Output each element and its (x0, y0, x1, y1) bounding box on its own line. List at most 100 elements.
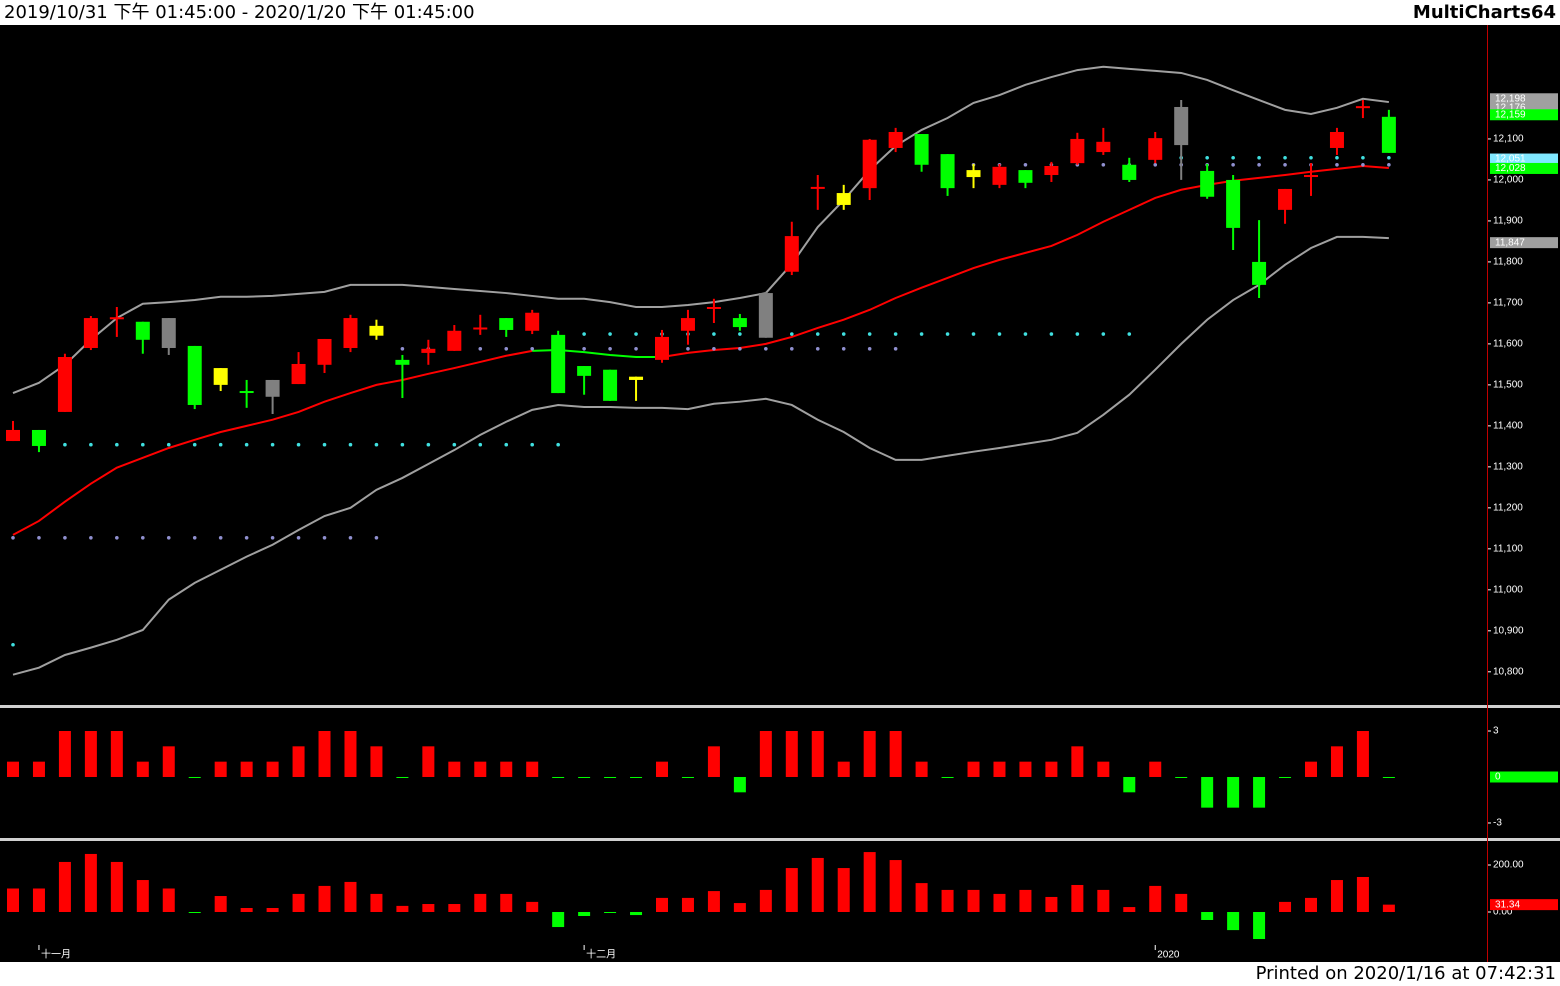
bar (1330, 746, 1343, 777)
level-dot (1309, 156, 1313, 160)
bar (422, 746, 435, 777)
price-marker-label: 12,198 (1495, 93, 1526, 104)
price-marker (1490, 771, 1558, 783)
candle-body (265, 379, 280, 397)
bar (58, 861, 71, 913)
candle-body (161, 318, 176, 348)
level-dot (374, 535, 379, 540)
bar (422, 904, 435, 913)
level-dot (348, 442, 353, 447)
bar (578, 912, 591, 916)
bar (759, 889, 772, 913)
level-dot (712, 332, 716, 336)
bar (1045, 896, 1058, 913)
level-dot (89, 442, 93, 447)
brand: MultiCharts64 (1413, 2, 1556, 23)
bar (1149, 761, 1162, 777)
candle-body (109, 317, 124, 320)
level-dot (530, 442, 534, 447)
level-dot (530, 347, 534, 351)
date-range: 2019/10/31 下午 01:45:00 - 2020/1/20 下午 01… (4, 2, 475, 23)
bar (681, 897, 694, 913)
candle-body (291, 363, 306, 385)
bar (292, 746, 305, 777)
level-dot (400, 347, 405, 351)
bar (630, 776, 643, 778)
bar (837, 868, 850, 913)
level-dot (218, 535, 223, 540)
bar (266, 908, 279, 913)
candle-body (577, 366, 592, 376)
level-dot (1387, 162, 1391, 167)
bar (474, 893, 487, 913)
bar (344, 881, 357, 913)
bar (1019, 889, 1032, 913)
level-dot (1361, 156, 1365, 160)
candle-body (992, 166, 1007, 185)
level-dot (218, 442, 223, 447)
bar (318, 885, 331, 913)
candle-body (213, 368, 228, 385)
level-dot (1205, 156, 1209, 160)
print-stamp: Printed on 2020/1/16 at 07:42:31 (1256, 963, 1556, 984)
candle-body (1018, 170, 1033, 183)
level-dot (348, 535, 353, 540)
y-tick-label: 10,900 (1493, 625, 1524, 636)
y-tick-label: 3 (1493, 726, 1499, 737)
bar (1097, 889, 1110, 913)
level-dot (1101, 332, 1106, 336)
level-dot (945, 332, 950, 336)
level-dot (919, 332, 924, 336)
price-marker-label: 12,028 (1495, 163, 1526, 174)
bar (1253, 912, 1266, 940)
candle-body (1329, 131, 1344, 148)
candle-body (1070, 138, 1085, 164)
bar (707, 746, 720, 777)
bar (32, 761, 45, 777)
level-dot (89, 535, 93, 540)
bar (396, 776, 409, 778)
bar (1201, 776, 1214, 808)
level-dot (270, 442, 275, 447)
bar (785, 868, 798, 913)
level-dot (322, 442, 327, 447)
level-dot (322, 535, 327, 540)
candle-body (6, 429, 20, 442)
candle-body (888, 131, 903, 148)
level-dot (400, 442, 405, 447)
bar (110, 731, 123, 777)
candle-body (758, 293, 773, 338)
candle-body (1252, 261, 1267, 285)
candle-body (629, 376, 644, 380)
middle-line (12, 349, 533, 536)
bar (1175, 893, 1188, 913)
y-tick-label: 11,700 (1493, 298, 1523, 309)
candle-body (187, 345, 202, 405)
bar (604, 776, 617, 778)
level-dot (141, 442, 145, 447)
price-marker (1490, 93, 1558, 105)
candle-body (135, 321, 150, 340)
bar (1123, 776, 1136, 793)
bar (162, 746, 175, 777)
bar (863, 852, 876, 913)
level-dot (115, 535, 119, 540)
y-tick-label: 10,800 (1493, 666, 1524, 677)
y-tick-label: 11,100 (1493, 543, 1523, 554)
price-marker (1490, 237, 1558, 249)
candle-body (1148, 138, 1163, 160)
x-tick-label: 十一月 (41, 948, 71, 961)
candle-body (655, 336, 669, 360)
y-tick-label: 11,500 (1493, 380, 1523, 391)
level-dot (452, 442, 457, 447)
level-dot (712, 347, 716, 351)
bar (84, 731, 97, 777)
level-dot (634, 347, 638, 351)
candle-body (1226, 179, 1241, 228)
x-tick-label: 十二月 (586, 948, 616, 961)
level-dot (37, 535, 41, 540)
bar (474, 761, 487, 777)
candle-body (1278, 188, 1293, 210)
bar (578, 776, 591, 778)
